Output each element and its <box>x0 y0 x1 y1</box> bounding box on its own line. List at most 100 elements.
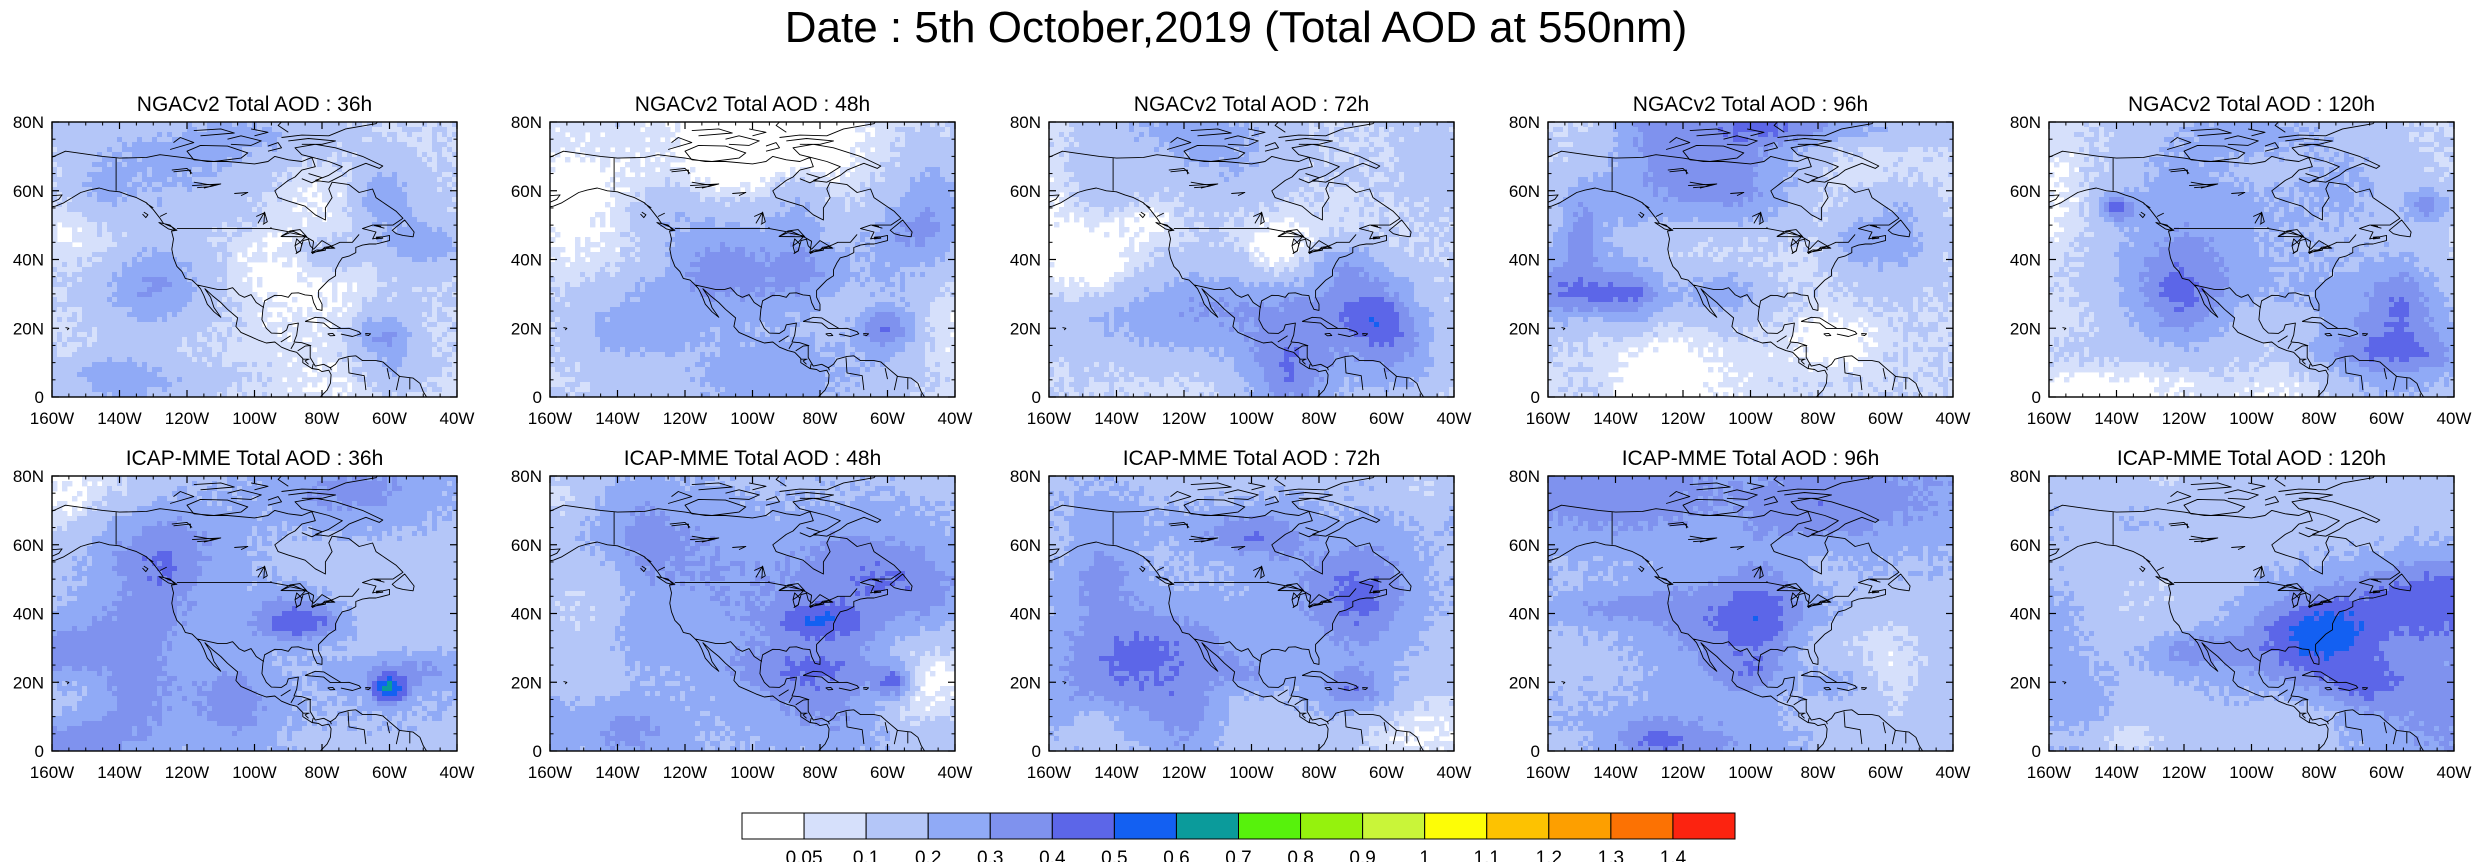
lat-tick-label: 20N <box>2010 673 2041 692</box>
lat-tick-label: 20N <box>511 673 542 692</box>
lon-tick-label: 160W <box>528 409 572 428</box>
aod-field <box>1548 476 1953 751</box>
lat-tick-label: 60N <box>511 536 542 555</box>
lon-tick-label: 140W <box>2094 409 2138 428</box>
lon-tick-label: 120W <box>1162 763 1206 782</box>
lat-tick-label: 60N <box>1509 536 1540 555</box>
figure-title: Date : 5th October,2019 (Total AOD at 55… <box>0 2 2472 54</box>
panel-title: ICAP-MME Total AOD : 36h <box>126 447 384 470</box>
aod-field <box>1049 476 1454 751</box>
lon-tick-label: 40W <box>440 409 475 428</box>
aod-field <box>1049 122 1454 397</box>
map-panel: ICAP-MME Total AOD : 72h 80N 60N 40N 20N 0 160… <box>1010 447 1472 782</box>
lon-tick-label: 120W <box>1661 763 1705 782</box>
colorbar-label: 1.2 <box>1536 848 1562 862</box>
lat-tick-label: 20N <box>13 319 44 338</box>
lon-tick-label: 80W <box>1302 409 1337 428</box>
lon-tick-label: 120W <box>2162 409 2206 428</box>
lon-tick-label: 120W <box>1162 409 1206 428</box>
colorbar-swatch <box>927 812 991 840</box>
lon-tick-label: 60W <box>870 763 905 782</box>
lat-tick-label: 0 <box>2032 388 2041 407</box>
lon-tick-label: 100W <box>1229 409 1273 428</box>
lon-tick-label: 40W <box>2437 763 2472 782</box>
lon-tick-label: 140W <box>1094 409 1138 428</box>
panel-title: NGACv2 Total AOD : 120h <box>2128 93 2375 116</box>
lat-tick-label: 0 <box>1531 388 1540 407</box>
lat-tick-label: 60N <box>2010 536 2041 555</box>
coastline <box>52 122 428 397</box>
lat-tick-label: 80N <box>1509 467 1540 486</box>
lat-tick-label: 20N <box>1010 673 1041 692</box>
colorbar-label: 0.8 <box>1287 848 1313 862</box>
lat-tick-label: 80N <box>13 113 44 132</box>
lon-tick-label: 120W <box>165 409 209 428</box>
lon-tick-label: 120W <box>165 763 209 782</box>
lat-tick-label: 0 <box>533 388 542 407</box>
lat-tick-label: 40N <box>1010 605 1041 624</box>
lat-tick-label: 80N <box>511 467 542 486</box>
colorbar-swatch <box>1548 812 1612 840</box>
lon-tick-label: 80W <box>803 409 838 428</box>
colorbar: 0.05 0.1 0.2 0.3 0.4 0.5 0.6 0.7 0.8 0.9 1 1.1 1.2 1.… <box>741 812 1736 862</box>
lat-tick-label: 0 <box>35 388 44 407</box>
lon-tick-label: 160W <box>528 763 572 782</box>
lon-tick-label: 120W <box>663 409 707 428</box>
map-panel: NGACv2 Total AOD : 48h 80N 60N 40N 20N 0 160W 1… <box>511 93 973 428</box>
lon-tick-label: 80W <box>1302 763 1337 782</box>
lat-tick-label: 40N <box>511 251 542 270</box>
aod-field <box>2049 476 2454 751</box>
lon-tick-label: 40W <box>938 763 973 782</box>
colorbar-swatch <box>1113 812 1177 840</box>
lon-tick-label: 80W <box>1801 763 1836 782</box>
lat-tick-label: 40N <box>13 251 44 270</box>
lon-tick-label: 120W <box>663 763 707 782</box>
map-panel: NGACv2 Total AOD : 120h 80N 60N 40N 20N 0 160W… <box>2010 93 2472 428</box>
colorbar-swatch <box>1300 812 1364 840</box>
coastline <box>1049 476 1425 751</box>
lon-tick-label: 60W <box>2369 409 2404 428</box>
lon-tick-label: 40W <box>1936 763 1971 782</box>
lon-tick-label: 100W <box>730 409 774 428</box>
lon-tick-label: 160W <box>2027 763 2071 782</box>
lat-tick-label: 40N <box>2010 251 2041 270</box>
lat-tick-label: 60N <box>13 182 44 201</box>
lat-tick-label: 80N <box>1509 113 1540 132</box>
lat-tick-label: 20N <box>511 319 542 338</box>
colorbar-label: 0.1 <box>853 848 879 862</box>
panel-title: NGACv2 Total AOD : 96h <box>1633 93 1868 116</box>
map-panel: ICAP-MME Total AOD : 120h 80N 60N 40N 20N 0 16… <box>2010 447 2472 782</box>
map-panel: ICAP-MME Total AOD : 36h 80N 60N 40N 20N 0 160… <box>13 447 475 782</box>
lon-tick-label: 160W <box>30 409 74 428</box>
lon-tick-label: 40W <box>440 763 475 782</box>
lon-tick-label: 100W <box>2229 409 2273 428</box>
lat-tick-label: 40N <box>1010 251 1041 270</box>
map-panel: NGACv2 Total AOD : 96h 80N 60N 40N 20N 0 160W 1… <box>1509 93 1971 428</box>
lon-tick-label: 120W <box>2162 763 2206 782</box>
lon-tick-label: 120W <box>1661 409 1705 428</box>
coastline <box>2049 476 2425 751</box>
lon-tick-label: 60W <box>372 763 407 782</box>
lon-tick-label: 40W <box>2437 409 2472 428</box>
lat-tick-label: 60N <box>1509 182 1540 201</box>
lat-tick-label: 20N <box>1509 673 1540 692</box>
aod-field <box>52 122 457 397</box>
colorbar-swatch <box>989 812 1053 840</box>
lat-tick-label: 40N <box>511 605 542 624</box>
lon-tick-label: 140W <box>1593 763 1637 782</box>
lon-tick-label: 40W <box>1936 409 1971 428</box>
panel-title: NGACv2 Total AOD : 36h <box>137 93 372 116</box>
colorbar-label: 0.7 <box>1225 848 1251 862</box>
panel-title: NGACv2 Total AOD : 48h <box>635 93 870 116</box>
colorbar-label: 0.3 <box>977 848 1003 862</box>
lat-tick-label: 0 <box>1032 742 1041 761</box>
lat-tick-label: 80N <box>1010 113 1041 132</box>
lon-tick-label: 140W <box>97 409 141 428</box>
lat-tick-label: 0 <box>2032 742 2041 761</box>
colorbar-swatch <box>1238 812 1302 840</box>
colorbar-swatch <box>1175 812 1239 840</box>
coastline <box>52 476 428 751</box>
lat-tick-label: 60N <box>1010 536 1041 555</box>
lon-tick-label: 160W <box>2027 409 2071 428</box>
lat-tick-label: 80N <box>2010 467 2041 486</box>
